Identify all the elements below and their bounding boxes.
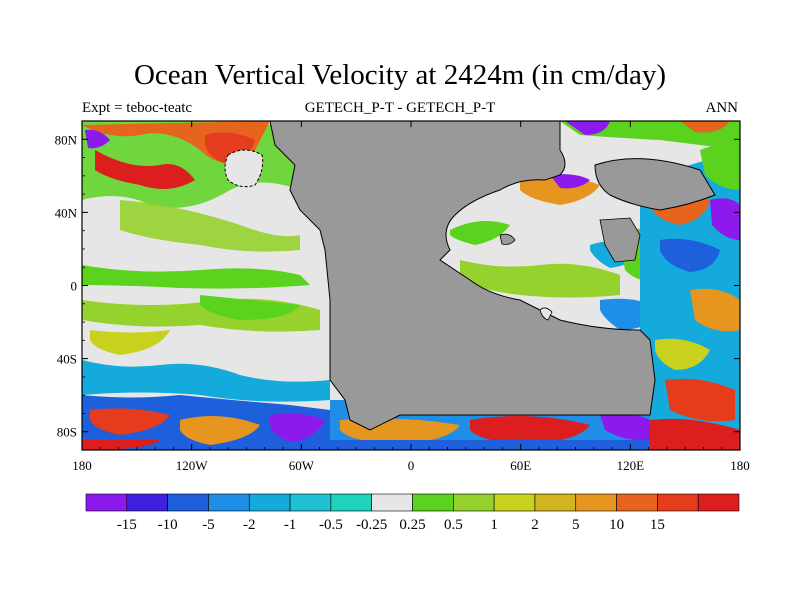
land-mass xyxy=(224,121,716,431)
colorbar-label: 10 xyxy=(609,517,624,533)
longitude-axis: 180 120W 60W 0 60E 120E 180 xyxy=(72,121,750,473)
colorbar-swatch xyxy=(575,493,617,512)
lat-tick-label: 40S xyxy=(57,352,77,367)
lon-tick-label: 180 xyxy=(730,458,750,473)
lon-tick-label: 120W xyxy=(176,458,209,473)
plot-title: Ocean Vertical Velocity at 2424m (in cm/… xyxy=(133,59,667,91)
lon-tick-label: 120E xyxy=(617,458,645,473)
lon-tick-label: 180 xyxy=(72,458,92,473)
colorbar-label: 1 xyxy=(490,517,498,533)
colorbar-swatch xyxy=(126,493,168,512)
lat-tick-label: 40N xyxy=(55,205,78,220)
colorbar-swatch xyxy=(85,493,128,512)
colorbar-swatch xyxy=(412,493,454,512)
colorbar-swatch xyxy=(453,493,495,512)
colorbar-label: -0.5 xyxy=(319,517,343,533)
colorbar-label: -0.25 xyxy=(356,517,387,533)
lon-tick-label: 60W xyxy=(289,458,315,473)
colorbar-label: 0.5 xyxy=(444,517,463,533)
colorbar-label: -5 xyxy=(202,517,215,533)
colorbar-swatch xyxy=(657,493,699,512)
colorbar-swatch xyxy=(167,493,209,512)
colorbar-swatch xyxy=(289,493,332,512)
lon-tick-label: 60E xyxy=(510,458,531,473)
colorbar-label: 15 xyxy=(650,517,665,533)
colorbar: -15 -10 -5 -2 -1 -0.5 -0.25 0.25 0.5 1 2 5 10 15 xyxy=(85,493,740,533)
experiment-label: Expt = teboc-teatc xyxy=(82,100,193,116)
lat-tick-label: 80S xyxy=(57,425,77,440)
season-label: ANN xyxy=(705,100,739,116)
colorbar-label: 5 xyxy=(572,517,580,533)
colorbar-swatch xyxy=(616,493,658,512)
colorbar-swatch xyxy=(208,493,250,512)
map-field xyxy=(82,121,740,450)
latitude-axis: 80N 40N 0 40S 80S xyxy=(55,132,740,440)
colorbar-swatch xyxy=(330,493,372,512)
pacific-field xyxy=(82,121,330,450)
eastern-field xyxy=(560,121,740,450)
colorbar-label: 0.25 xyxy=(399,517,425,533)
lat-tick-label: 80N xyxy=(55,132,78,147)
colorbar-swatch xyxy=(697,493,740,512)
colorbar-swatch xyxy=(248,493,291,512)
colorbar-label: -15 xyxy=(117,517,137,533)
colorbar-swatch xyxy=(371,493,413,512)
model-label: GETECH_P-T - GETECH_P-T xyxy=(304,100,496,116)
colorbar-swatch xyxy=(493,493,536,512)
colorbar-swatch xyxy=(534,493,577,512)
colorbar-label: -10 xyxy=(158,517,178,533)
colorbar-label: -2 xyxy=(243,517,256,533)
colorbar-label: -1 xyxy=(284,517,297,533)
lon-tick-label: 0 xyxy=(408,458,415,473)
lat-tick-label: 0 xyxy=(71,279,78,294)
colorbar-label: 2 xyxy=(531,517,539,533)
